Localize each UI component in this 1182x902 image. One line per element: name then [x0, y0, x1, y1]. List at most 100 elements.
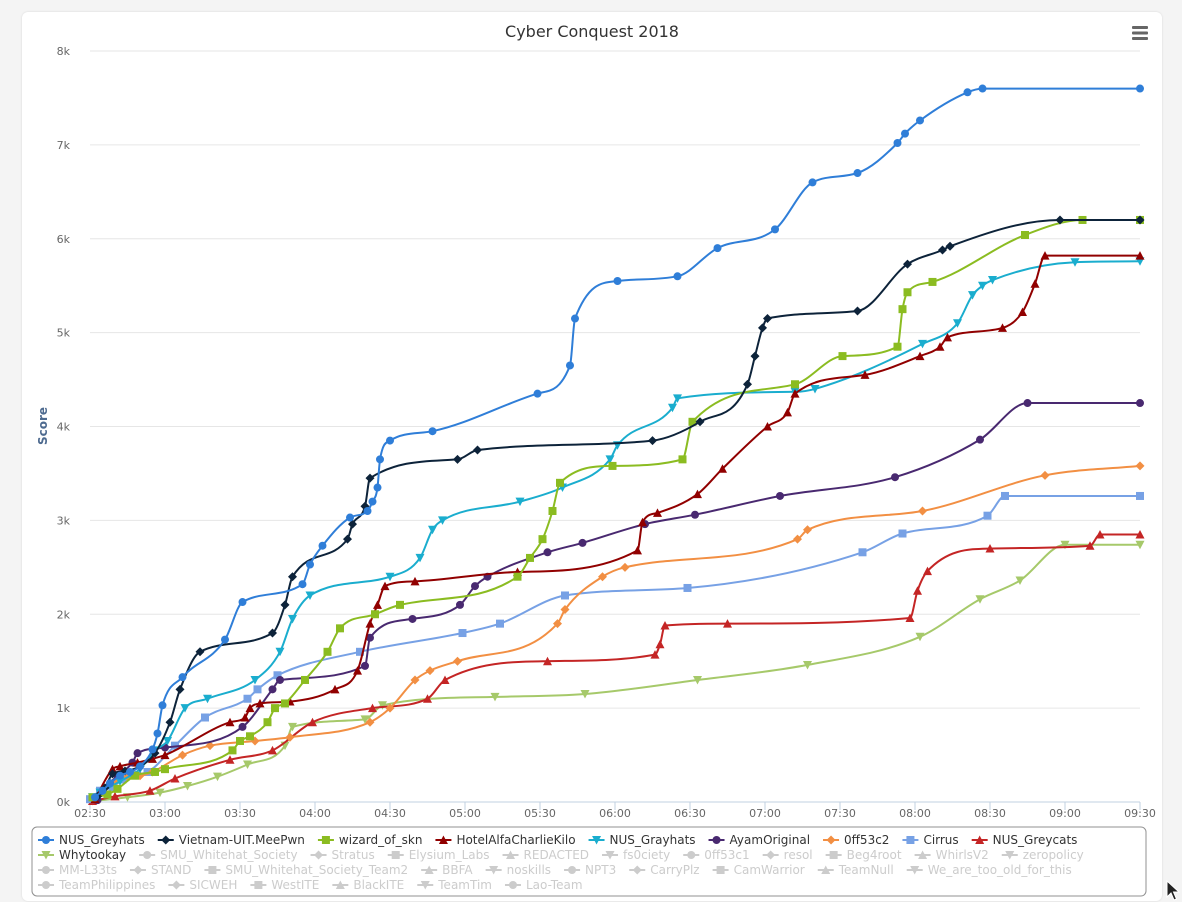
- legend-item-npt3[interactable]: NPT3: [564, 863, 616, 877]
- data-point: [183, 782, 192, 791]
- legend-item-we-are-too-old-for-this[interactable]: We_are_too_old_for_this: [906, 863, 1072, 877]
- data-point: [238, 598, 247, 607]
- data-point: [201, 713, 209, 722]
- data-point: [1018, 307, 1027, 316]
- series-hotelalfacharliekilo[interactable]: [90, 251, 1145, 804]
- legend-item-whytookay[interactable]: Whytookay: [38, 848, 126, 862]
- legend-item-wizard-of-skn[interactable]: wizard_of_skn: [317, 833, 423, 847]
- data-point: [366, 633, 374, 642]
- data-point: [106, 779, 114, 788]
- x-tick-label: 02:30: [74, 807, 106, 820]
- data-point: [365, 619, 375, 628]
- data-point: [803, 660, 812, 670]
- x-tick-label: 05:30: [524, 807, 556, 820]
- data-point: [246, 732, 254, 741]
- legend-item-bbfa[interactable]: BBFA: [421, 863, 473, 877]
- legend-item-lao-team[interactable]: Lao-Team: [504, 878, 583, 892]
- data-point: [243, 694, 252, 703]
- legend-item-teamtim[interactable]: TeamTim: [417, 878, 492, 892]
- data-point: [288, 614, 297, 624]
- legend-item-vietnam-uit-meepwn[interactable]: Vietnam-UIT.MeePwn: [157, 833, 305, 847]
- data-point: [151, 767, 159, 776]
- legend-item-redacted[interactable]: REDACTED: [502, 848, 589, 862]
- data-point: [678, 455, 687, 464]
- x-tick-label: 08:30: [974, 807, 1006, 820]
- legend-item-teamnull[interactable]: TeamNull: [817, 863, 894, 877]
- legend-item-smu-whitehat-society[interactable]: SMU_Whitehat_Society: [139, 848, 298, 862]
- x-tick-label: 04:30: [374, 807, 406, 820]
- series-whytookay[interactable]: [88, 540, 1145, 806]
- series-line: [92, 533, 1140, 803]
- legend-item-0ff53c1[interactable]: 0ff53c1: [683, 848, 750, 862]
- data-point: [221, 635, 229, 644]
- data-point: [298, 580, 307, 589]
- menu-button[interactable]: [1128, 22, 1152, 44]
- legend-item-hotelalfacharliekilo[interactable]: HotelAlfaCharlieKilo: [435, 833, 576, 847]
- legend-item-teamphilippines[interactable]: TeamPhilippines: [38, 878, 155, 892]
- legend-item-nus-greyhats[interactable]: NUS_Greyhats: [38, 833, 145, 847]
- data-point: [1070, 258, 1080, 267]
- data-point: [323, 647, 332, 656]
- y-tick-label: 1k: [57, 702, 71, 715]
- data-point: [838, 352, 847, 361]
- legend-marker-icon: [766, 850, 776, 860]
- data-point: [1030, 279, 1040, 288]
- legend-item-whirlsv2[interactable]: WhirlsV2: [914, 848, 989, 862]
- legend-item-sicweh[interactable]: SICWEH: [168, 878, 237, 892]
- data-point: [953, 319, 962, 328]
- y-tick-label: 3k: [57, 514, 71, 527]
- data-point: [743, 379, 752, 389]
- x-tick-label: 07:30: [824, 807, 856, 820]
- data-point: [368, 497, 377, 506]
- legend-marker-icon: [424, 865, 434, 874]
- legend-item-blackite[interactable]: BlackITE: [332, 878, 404, 892]
- legend-item-westite[interactable]: WestITE: [250, 878, 319, 892]
- legend-item-resol[interactable]: resol: [762, 848, 813, 862]
- series-nus-greyhats[interactable]: [91, 84, 1144, 802]
- legend-item-noskills[interactable]: noskills: [485, 863, 551, 877]
- legend-item-beg4root[interactable]: Beg4root: [825, 848, 902, 862]
- legend-item-elysium-labs[interactable]: Elysium_Labs: [387, 848, 490, 862]
- x-tick-label: 09:30: [1124, 807, 1156, 820]
- legend-item-zeropolicy[interactable]: zeropolicy: [1001, 848, 1084, 862]
- data-point: [988, 276, 997, 285]
- data-point: [238, 722, 247, 731]
- data-point: [923, 566, 932, 576]
- legend-item-cirrus[interactable]: Cirrus: [902, 833, 959, 847]
- data-point: [566, 361, 574, 370]
- data-point: [178, 750, 187, 760]
- x-tick-label: 06:00: [599, 807, 631, 820]
- data-point: [213, 772, 222, 782]
- legend-item-carryplz[interactable]: CarryPlz: [629, 863, 700, 877]
- legend-marker-icon: [438, 835, 448, 844]
- legend-item-fs0ciety[interactable]: fs0ciety: [602, 848, 670, 862]
- legend-item-nus-grayhats[interactable]: NUS_Grayhats: [588, 833, 696, 847]
- legend-label: NUS_Grayhats: [610, 833, 696, 847]
- legend-marker-icon: [42, 881, 50, 889]
- data-point: [371, 610, 379, 619]
- legend-item-0ff53c2[interactable]: 0ff53c2: [823, 833, 889, 847]
- series-vietnam-uit-meepwn[interactable]: [93, 215, 1145, 801]
- legend-label: REDACTED: [524, 848, 589, 862]
- legend-label: SMU_Whitehat_Society: [160, 848, 297, 862]
- data-point: [91, 793, 99, 802]
- data-point: [136, 762, 144, 771]
- y-tick-label: 5k: [57, 327, 71, 340]
- legend-item-nus-greycats[interactable]: NUS_Greycats: [971, 833, 1078, 847]
- legend-marker-icon: [391, 851, 400, 859]
- series-ayamoriginal[interactable]: [93, 399, 1145, 805]
- data-point: [893, 342, 902, 351]
- data-point: [473, 445, 482, 455]
- legend-item-smu-whitehat-society-team2[interactable]: SMU_Whitehat_Society_Team2: [204, 863, 408, 877]
- data-point: [913, 586, 922, 595]
- legend-item-camwarrior[interactable]: CamWarrior: [712, 863, 805, 877]
- y-tick-label: 8k: [57, 45, 71, 58]
- legend-item-mm-l33ts[interactable]: MM-L33ts: [38, 863, 117, 877]
- legend-item-stand[interactable]: STAND: [129, 863, 191, 877]
- legend-item-stratus[interactable]: Stratus: [310, 848, 375, 862]
- legend-marker-icon: [632, 865, 642, 875]
- legend-item-ayamoriginal[interactable]: AyamOriginal: [708, 833, 811, 847]
- legend-label: resol: [784, 848, 813, 862]
- data-point: [170, 774, 180, 783]
- data-point: [633, 545, 642, 555]
